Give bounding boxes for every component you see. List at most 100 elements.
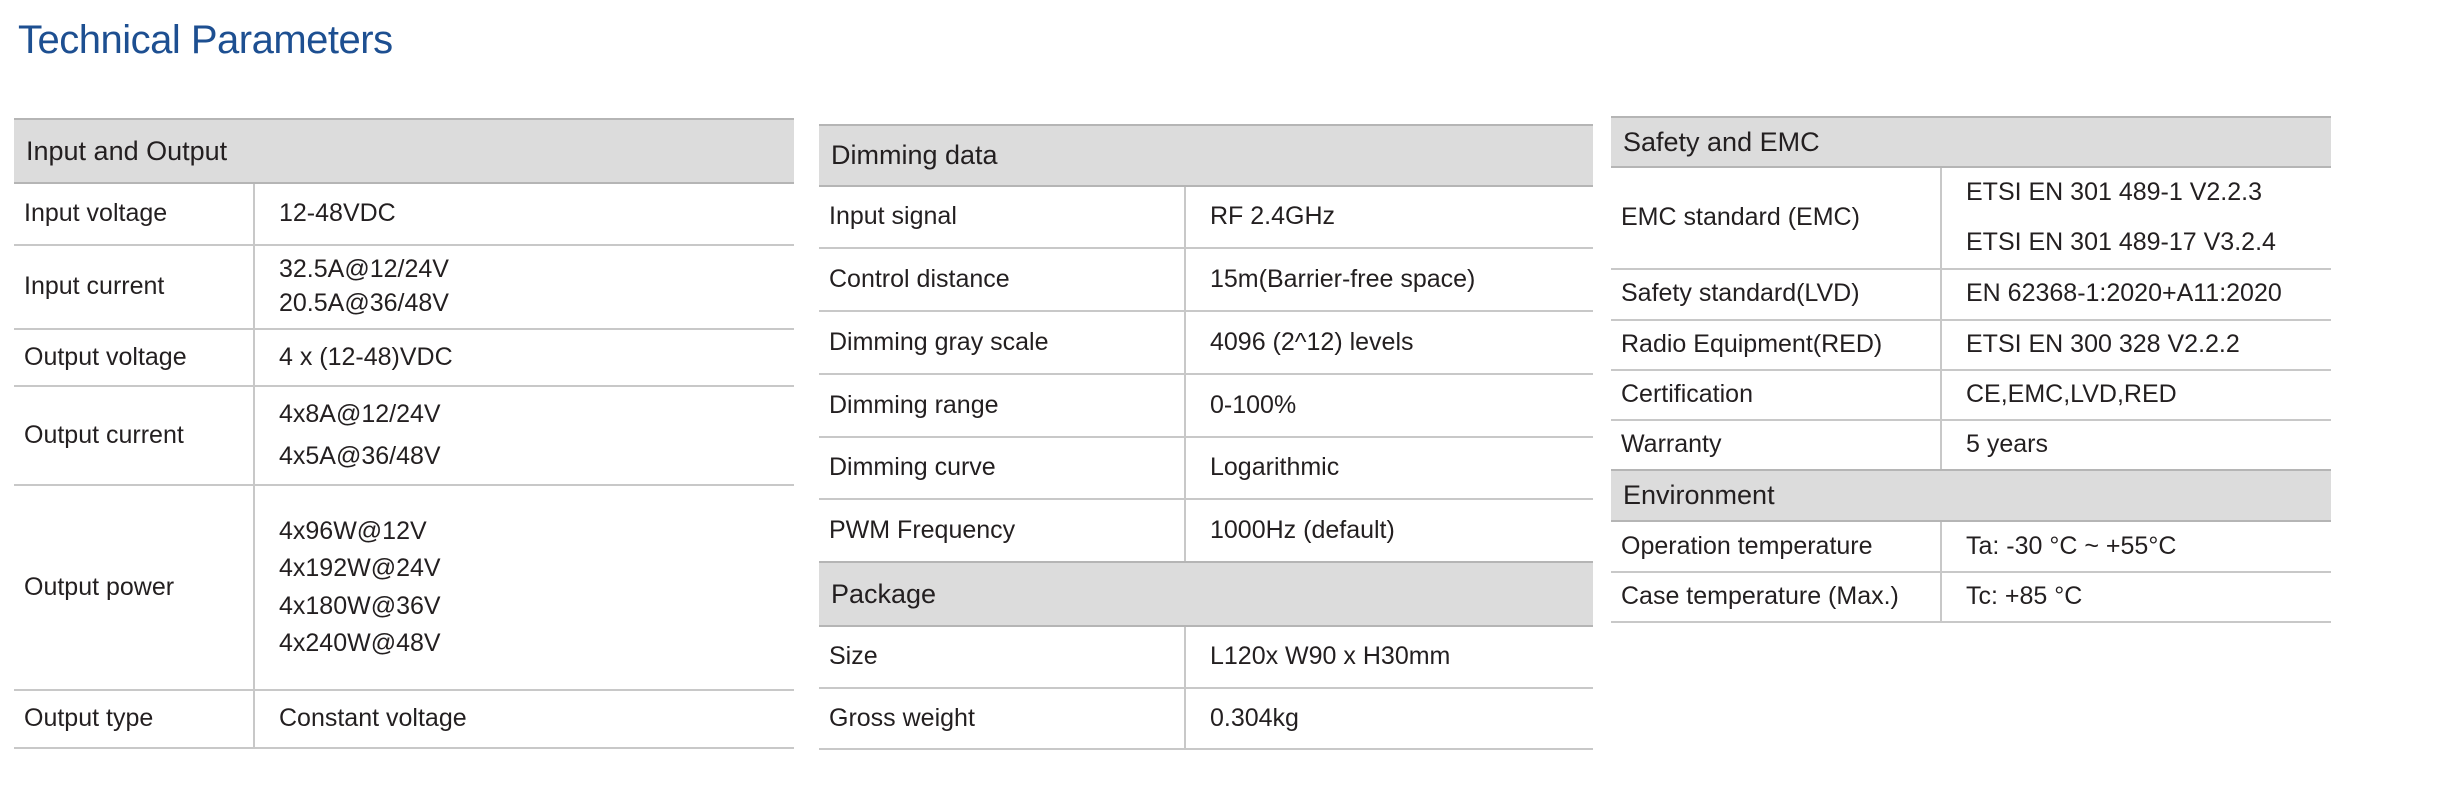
table-row: Warranty 5 years bbox=[1611, 419, 2331, 472]
param-value-line: 0.304kg bbox=[1210, 703, 1299, 732]
param-value-line: Ta: -30 °C ~ +55°C bbox=[1966, 531, 2177, 560]
param-value: ETSI EN 301 489-1 V2.2.3 ETSI EN 301 489-… bbox=[1941, 167, 2331, 270]
table-row: Control distance 15m(Barrier-free space) bbox=[819, 248, 1593, 312]
param-label: Warranty bbox=[1611, 419, 1942, 472]
table-row: EMC standard (EMC) ETSI EN 301 489-1 V2.2… bbox=[1611, 167, 2331, 270]
table-row: Output voltage 4 x (12-48)VDC bbox=[14, 329, 794, 387]
input-output-table: Input and Output Input voltage 12-48VDC Inp… bbox=[14, 118, 794, 749]
safety-emc-table: Safety and EMC EMC standard (EMC) ETSI EN … bbox=[1611, 116, 2331, 472]
param-value: 4096 (2^12) levels bbox=[1185, 311, 1593, 375]
table-row: Input current 32.5A@12/24V 20.5A@36/48V bbox=[14, 245, 794, 330]
param-value: 32.5A@12/24V 20.5A@36/48V bbox=[254, 245, 794, 330]
param-label: Dimming range bbox=[819, 374, 1186, 438]
param-value-line: Logarithmic bbox=[1210, 453, 1340, 482]
param-value: 0.304kg bbox=[1185, 688, 1593, 750]
table-row: Input signal RF 2.4GHz bbox=[819, 186, 1593, 249]
dimming-data-table: Dimming data Input signal RF 2.4GHz Control… bbox=[819, 124, 1593, 563]
param-label: Dimming curve bbox=[819, 437, 1186, 500]
param-label: Input signal bbox=[819, 186, 1186, 249]
param-label: Output voltage bbox=[14, 329, 255, 387]
table-row: Dimming curve Logarithmic bbox=[819, 437, 1593, 500]
param-value-line: Tc: +85 °C bbox=[1966, 582, 2083, 611]
param-value: RF 2.4GHz bbox=[1185, 186, 1593, 249]
param-value: EN 62368-1:2020+A11:2020 bbox=[1941, 268, 2331, 321]
table-row: Size L120x W90 x H30mm bbox=[819, 626, 1593, 689]
param-label: Gross weight bbox=[819, 688, 1186, 750]
param-value: Ta: -30 °C ~ +55°C bbox=[1941, 521, 2331, 573]
table-row: PWM Frequency 1000Hz (default) bbox=[819, 499, 1593, 563]
param-value-line: 15m(Barrier-free space) bbox=[1210, 264, 1476, 293]
table-row: Dimming gray scale 4096 (2^12) levels bbox=[819, 311, 1593, 375]
section-title: Safety and EMC bbox=[1611, 116, 2331, 168]
table-row: Output type Constant voltage bbox=[14, 690, 794, 749]
section-title: Package bbox=[819, 561, 1593, 627]
section-header: Environment bbox=[1611, 469, 2331, 522]
param-label: Radio Equipment(RED) bbox=[1611, 319, 1942, 371]
param-value: 1000Hz (default) bbox=[1185, 499, 1593, 563]
param-label: Input voltage bbox=[14, 183, 255, 246]
param-value: Tc: +85 °C bbox=[1941, 572, 2331, 623]
param-label: Control distance bbox=[819, 248, 1186, 312]
param-label: Dimming gray scale bbox=[819, 311, 1186, 375]
table-row: Dimming range 0-100% bbox=[819, 374, 1593, 438]
param-value-line: ETSI EN 301 489-1 V2.2.3 bbox=[1966, 178, 2263, 206]
package-table: Package Size L120x W90 x H30mm Gross weight… bbox=[819, 561, 1593, 750]
param-value-line: 1000Hz (default) bbox=[1210, 515, 1395, 544]
environment-table: Environment Operation temperature Ta: -30 … bbox=[1611, 469, 2331, 623]
table-row: Safety standard(LVD) EN 62368-1:2020+A11:… bbox=[1611, 268, 2331, 321]
param-value: 12-48VDC bbox=[254, 183, 794, 246]
param-value-line: 4x8A@12/24V bbox=[279, 399, 441, 428]
param-value-line: 12-48VDC bbox=[279, 199, 396, 228]
param-value-line: 20.5A@36/48V bbox=[279, 289, 449, 317]
param-value: L120x W90 x H30mm bbox=[1185, 626, 1593, 689]
param-value-line: 4x180W@36V bbox=[279, 591, 441, 620]
param-value: CE,EMC,LVD,RED bbox=[1941, 369, 2331, 421]
table-row: Radio Equipment(RED) ETSI EN 300 328 V2.2… bbox=[1611, 319, 2331, 371]
param-value: 5 years bbox=[1941, 419, 2331, 472]
param-value-line: 4 x (12-48)VDC bbox=[279, 342, 453, 371]
param-value-line: L120x W90 x H30mm bbox=[1210, 642, 1451, 671]
table-row: Output power 4x96W@12V 4x192W@24V 4x180W@36… bbox=[14, 485, 794, 691]
param-value: Constant voltage bbox=[254, 690, 794, 749]
param-value: 4x96W@12V 4x192W@24V 4x180W@36V 4x240W@48V bbox=[254, 485, 794, 691]
param-value: 4 x (12-48)VDC bbox=[254, 329, 794, 387]
param-value-line: 32.5A@12/24V bbox=[279, 255, 449, 284]
param-value-line: 4x5A@36/48V bbox=[279, 441, 441, 470]
section-title: Input and Output bbox=[14, 118, 794, 184]
param-label: Safety standard(LVD) bbox=[1611, 268, 1942, 321]
table-row: Operation temperature Ta: -30 °C ~ +55°C bbox=[1611, 521, 2331, 573]
section-header: Input and Output bbox=[14, 118, 794, 184]
param-value-line: Constant voltage bbox=[279, 704, 467, 733]
section-header: Dimming data bbox=[819, 124, 1593, 187]
param-label: Input current bbox=[14, 245, 255, 330]
page-title: Technical Parameters bbox=[18, 18, 393, 62]
param-value-line: 4x96W@12V bbox=[279, 516, 427, 545]
param-label: Operation temperature bbox=[1611, 521, 1942, 573]
table-row: Case temperature (Max.) Tc: +85 °C bbox=[1611, 572, 2331, 623]
param-label: Output type bbox=[14, 690, 255, 749]
param-value: ETSI EN 300 328 V2.2.2 bbox=[1941, 319, 2331, 371]
param-label: Case temperature (Max.) bbox=[1611, 572, 1942, 623]
section-header: Safety and EMC bbox=[1611, 116, 2331, 168]
param-value-line: 5 years bbox=[1966, 430, 2048, 459]
table-row: Output current 4x8A@12/24V 4x5A@36/48V bbox=[14, 386, 794, 486]
table-row: Certification CE,EMC,LVD,RED bbox=[1611, 369, 2331, 421]
param-value-line: EN 62368-1:2020+A11:2020 bbox=[1966, 279, 2282, 308]
param-label: EMC standard (EMC) bbox=[1611, 167, 1942, 270]
param-value-line: 4x240W@48V bbox=[279, 629, 441, 657]
param-value-line: ETSI EN 300 328 V2.2.2 bbox=[1966, 329, 2240, 358]
param-label: PWM Frequency bbox=[819, 499, 1186, 563]
param-label: Certification bbox=[1611, 369, 1942, 421]
param-label: Size bbox=[819, 626, 1186, 689]
param-value-line: ETSI EN 301 489-17 V3.2.4 bbox=[1966, 227, 2276, 256]
table-row: Input voltage 12-48VDC bbox=[14, 183, 794, 246]
param-value-line: 0-100% bbox=[1210, 390, 1297, 419]
section-title: Dimming data bbox=[819, 124, 1593, 187]
param-value: 0-100% bbox=[1185, 374, 1593, 438]
section-title: Environment bbox=[1611, 469, 2331, 522]
param-value-line: CE,EMC,LVD,RED bbox=[1966, 379, 2177, 408]
param-value-line: 4x192W@24V bbox=[279, 554, 441, 582]
param-value: 15m(Barrier-free space) bbox=[1185, 248, 1593, 312]
param-value: 4x8A@12/24V 4x5A@36/48V bbox=[254, 386, 794, 486]
param-label: Output current bbox=[14, 386, 255, 486]
